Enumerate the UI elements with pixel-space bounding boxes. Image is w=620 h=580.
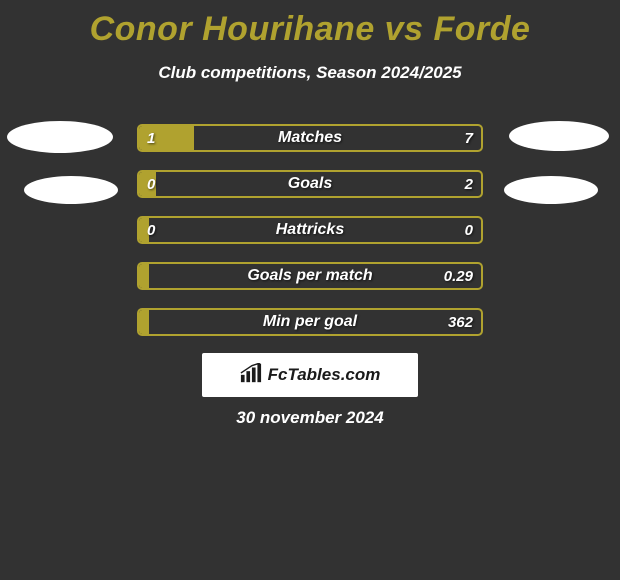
player-avatar-left-1 — [7, 121, 113, 153]
bar-value-right: 362 — [448, 310, 473, 334]
bar-value-right: 2 — [465, 172, 473, 196]
bar-value-right: 7 — [465, 126, 473, 150]
bar-label: Hattricks — [139, 218, 481, 242]
page-subtitle: Club competitions, Season 2024/2025 — [0, 63, 620, 83]
bar-label: Min per goal — [139, 310, 481, 334]
snapshot-date: 30 november 2024 — [0, 408, 620, 428]
comparison-bars: 1 Matches 7 0 Goals 2 0 Hattricks 0 Goal… — [137, 124, 483, 354]
bar-value-right: 0 — [465, 218, 473, 242]
bar-label: Goals per match — [139, 264, 481, 288]
bar-row-hattricks: 0 Hattricks 0 — [137, 216, 483, 244]
bar-label: Goals — [139, 172, 481, 196]
bar-value-right: 0.29 — [444, 264, 473, 288]
brand-badge: FcTables.com — [202, 353, 418, 397]
bar-row-goals: 0 Goals 2 — [137, 170, 483, 198]
bar-label: Matches — [139, 126, 481, 150]
player-avatar-left-2 — [24, 176, 118, 204]
player-avatar-right-1 — [509, 121, 609, 151]
player-avatar-right-2 — [504, 176, 598, 204]
bar-row-goals-per-match: Goals per match 0.29 — [137, 262, 483, 290]
brand-text: FcTables.com — [268, 365, 381, 385]
bar-row-min-per-goal: Min per goal 362 — [137, 308, 483, 336]
bar-chart-icon — [240, 363, 262, 388]
bar-row-matches: 1 Matches 7 — [137, 124, 483, 152]
page-title: Conor Hourihane vs Forde — [0, 0, 620, 49]
